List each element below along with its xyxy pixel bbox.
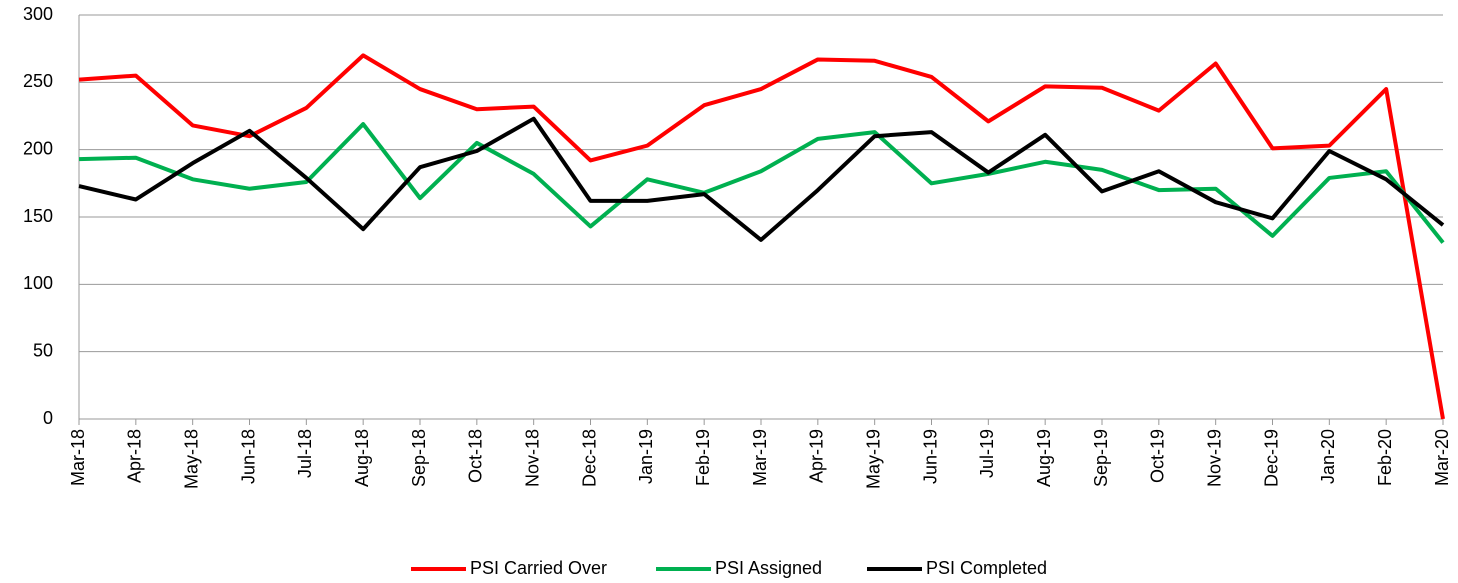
legend-label: PSI Assigned	[715, 558, 822, 578]
y-tick-label: 50	[33, 340, 53, 360]
x-tick-label: Aug-19	[1034, 429, 1054, 487]
y-tick-label: 250	[23, 71, 53, 91]
x-tick-label: Feb-20	[1375, 429, 1395, 486]
y-tick-label: 0	[43, 408, 53, 428]
x-tick-label: Jan-20	[1318, 429, 1338, 484]
x-tick-label: Mar-18	[68, 429, 88, 486]
x-tick-label: May-19	[863, 429, 883, 489]
x-tick-label: Sep-18	[409, 429, 429, 487]
y-tick-label: 100	[23, 273, 53, 293]
legend-label: PSI Completed	[926, 558, 1047, 578]
x-tick-label: Dec-18	[579, 429, 599, 487]
x-tick-label: Mar-20	[1432, 429, 1452, 486]
y-tick-label: 150	[23, 206, 53, 226]
x-tick-label: Nov-19	[1204, 429, 1224, 487]
x-tick-label: Jan-19	[636, 429, 656, 484]
x-tick-label: Oct-18	[466, 429, 486, 483]
y-tick-label: 200	[23, 138, 53, 158]
x-tick-label: Apr-18	[125, 429, 145, 483]
x-tick-label: Aug-18	[352, 429, 372, 487]
x-tick-label: Apr-19	[807, 429, 827, 483]
x-tick-label: Sep-19	[1091, 429, 1111, 487]
x-tick-label: Oct-19	[1148, 429, 1168, 483]
x-tick-label: Mar-19	[750, 429, 770, 486]
x-tick-label: Jul-19	[977, 429, 997, 478]
x-tick-label: Jul-18	[295, 429, 315, 478]
series-line	[78, 53, 1445, 420]
x-tick-label: May-18	[181, 429, 201, 489]
series-line	[78, 116, 1445, 242]
legend-label: PSI Carried Over	[470, 558, 607, 578]
x-tick-label: Feb-19	[693, 429, 713, 486]
x-tick-label: Dec-19	[1261, 429, 1281, 487]
x-tick-label: Jun-18	[238, 429, 258, 484]
series-line	[78, 122, 1445, 244]
x-tick-label: Nov-18	[522, 429, 542, 487]
x-tick-label: Jun-19	[920, 429, 940, 484]
y-tick-label: 300	[23, 4, 53, 24]
